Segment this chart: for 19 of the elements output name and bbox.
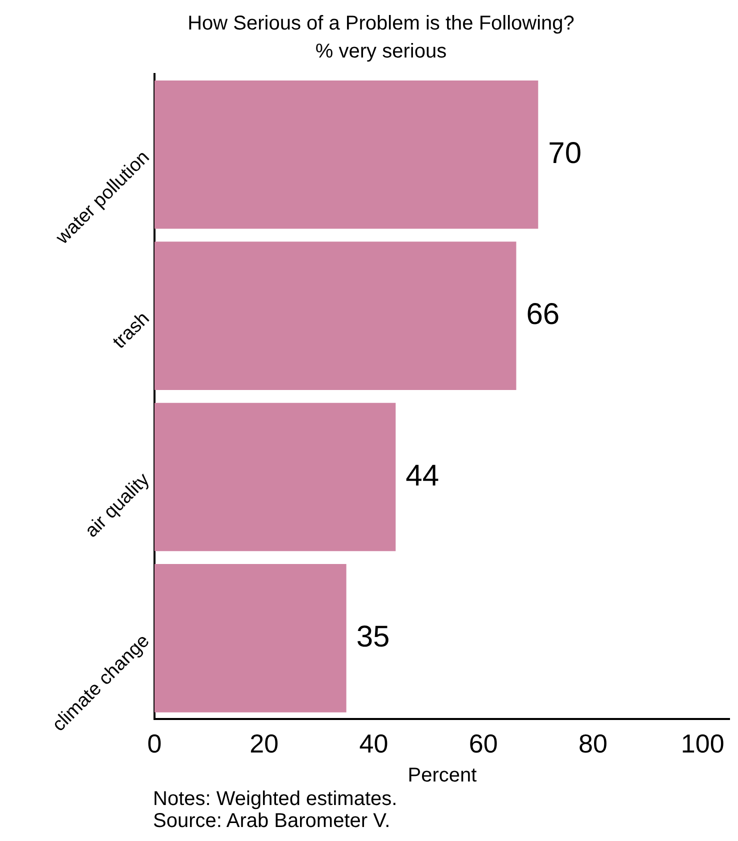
x-tick-label: 40 (359, 728, 388, 759)
data-label: 35 (356, 620, 390, 654)
text: Notes: Weighted estimates. (153, 788, 398, 810)
chart-title: How Serious of a Problem is the Following? (188, 12, 574, 35)
chart-subtitle: % very serious (315, 40, 447, 63)
bar (154, 80, 538, 229)
x-tick-label: 100 (680, 728, 724, 759)
source-note: Source: Arab Barometer V. (153, 810, 392, 832)
bar (154, 402, 396, 552)
x-tick-label: 20 (250, 728, 279, 759)
bar (154, 242, 516, 390)
x-tick-label: 80 (578, 728, 608, 759)
x-axis-title: Percent (408, 764, 478, 787)
x-tick-label: 0 (147, 728, 162, 759)
data-label: 66 (526, 298, 560, 332)
data-label: 44 (406, 459, 440, 492)
x-tick-label: 60 (468, 728, 498, 759)
data-label: 70 (548, 136, 582, 170)
bar (154, 564, 346, 712)
